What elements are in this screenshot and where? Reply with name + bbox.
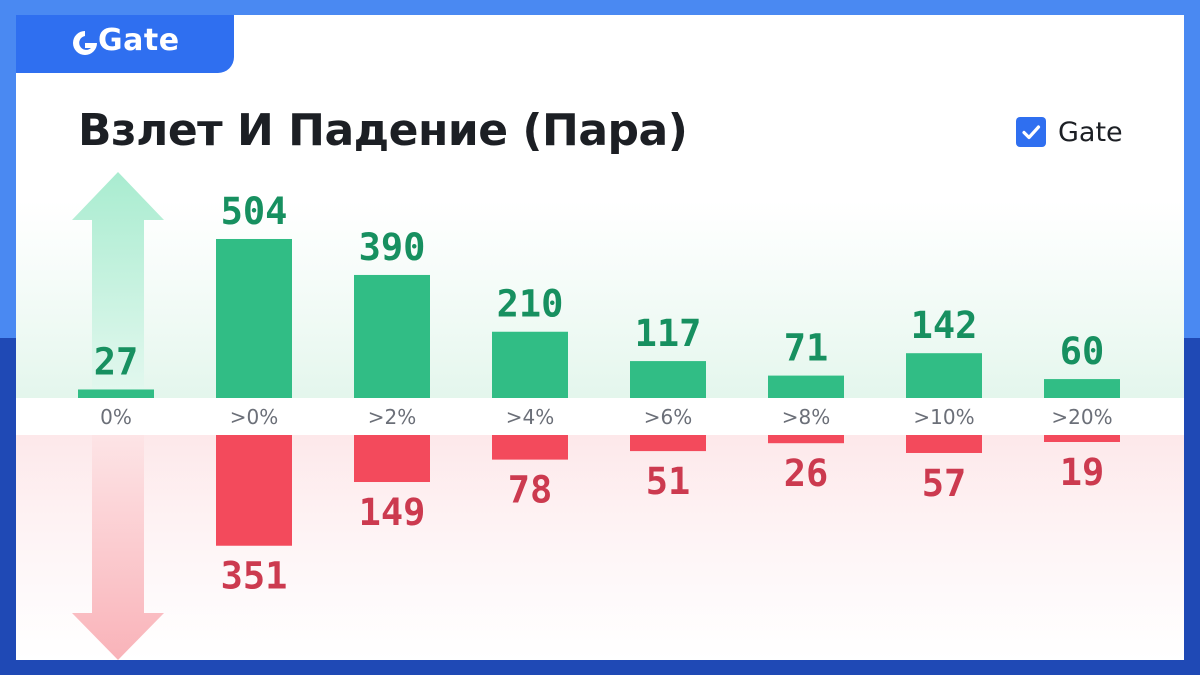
gain-bar — [1044, 379, 1120, 398]
loss-value-label: 78 — [508, 469, 553, 512]
gain-value-label: 117 — [635, 312, 702, 355]
loss-value-label: 19 — [1060, 451, 1105, 494]
loss-value-label: 149 — [359, 491, 426, 534]
gain-value-label: 142 — [911, 304, 978, 347]
gain-zone-background — [16, 200, 1184, 400]
x-tick-label: >2% — [368, 405, 417, 429]
chart-card: 27 0% 504 >0% 351 390 >2% 149 210 >4% 78 117 >6% 51 71… — [16, 15, 1184, 660]
loss-bar — [492, 435, 568, 460]
gain-value-label: 504 — [221, 190, 288, 233]
gate-logo-icon — [73, 31, 97, 55]
gain-bar — [78, 389, 154, 398]
gain-bar — [768, 375, 844, 398]
x-tick-label: >4% — [506, 405, 555, 429]
gain-value-label: 60 — [1060, 330, 1105, 373]
loss-bar — [1044, 435, 1120, 442]
loss-bar — [216, 435, 292, 546]
up-arrow-icon — [72, 172, 164, 398]
loss-value-label: 51 — [646, 460, 691, 503]
legend-label: Gate — [1058, 117, 1123, 148]
loss-bar — [768, 435, 844, 444]
loss-bar — [630, 435, 706, 452]
checkbox-icon[interactable] — [1016, 117, 1046, 147]
gain-value-label: 71 — [784, 327, 829, 370]
gain-bar — [630, 361, 706, 398]
brand-name: Gate — [98, 23, 180, 58]
loss-value-label: 57 — [922, 462, 967, 505]
down-arrow-icon — [72, 435, 164, 660]
loss-value-label: 26 — [784, 452, 829, 495]
x-tick-label: 0% — [100, 405, 132, 429]
x-tick-label: >6% — [644, 405, 693, 429]
gain-bar — [492, 331, 568, 398]
x-tick-label: >10% — [913, 405, 974, 429]
gain-bar — [906, 353, 982, 398]
gain-bar — [354, 274, 430, 398]
gain-value-label: 210 — [497, 283, 564, 326]
brand-logo: Gate — [16, 15, 234, 73]
chart-title: Взлет И Падение (Пара) — [78, 105, 688, 156]
loss-zone-background — [16, 435, 1184, 660]
loss-bar — [906, 435, 982, 453]
loss-bar — [354, 435, 430, 483]
axis-band — [16, 398, 1184, 435]
x-tick-label: >20% — [1051, 405, 1112, 429]
x-tick-label: >0% — [230, 405, 279, 429]
x-tick-label: >8% — [782, 405, 831, 429]
gain-bar — [216, 238, 292, 398]
bar-chart: 27 0% 504 >0% 351 390 >2% 149 210 >4% 78 117 >6% 51 71… — [16, 172, 1184, 660]
gain-value-label: 27 — [94, 340, 139, 383]
loss-value-label: 351 — [221, 555, 288, 598]
gain-value-label: 390 — [359, 226, 426, 269]
